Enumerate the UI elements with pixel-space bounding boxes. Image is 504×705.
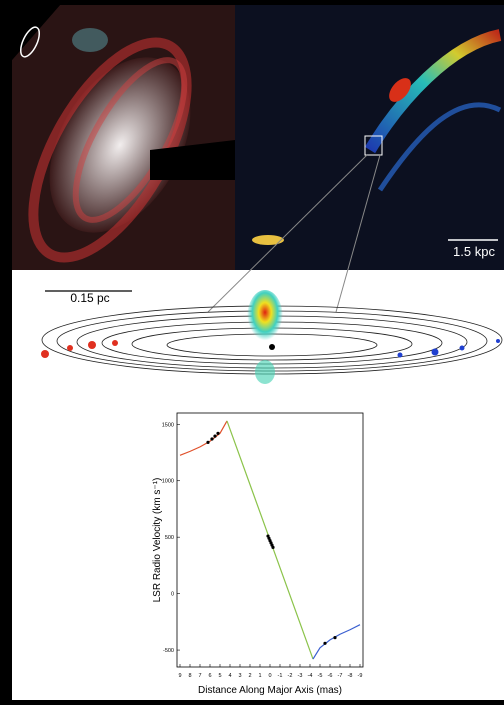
x-tick-label: 7 bbox=[198, 673, 201, 679]
data-point bbox=[271, 546, 274, 549]
x-tick-label: -4 bbox=[308, 673, 313, 679]
x-tick-label: 3 bbox=[238, 673, 241, 679]
disk-scale-label: 0.15 pc bbox=[70, 291, 109, 305]
figure: 1.5 kpc 0.15 pc LSR Radio Velocity (km s… bbox=[0, 0, 504, 705]
x-tick-label: -9 bbox=[358, 673, 363, 679]
data-point bbox=[323, 642, 326, 645]
y-axis-label: LSR Radio Velocity (km s⁻¹) bbox=[152, 478, 163, 603]
galaxy-scale-label: 1.5 kpc bbox=[453, 244, 495, 259]
data-point bbox=[213, 435, 216, 438]
x-tick-label: 0 bbox=[268, 673, 271, 679]
x-tick-label: -7 bbox=[338, 673, 343, 679]
x-tick-label: -1 bbox=[278, 673, 283, 679]
x-tick-label: 6 bbox=[208, 673, 211, 679]
page: 1.5 kpc 0.15 pc LSR Radio Velocity (km s… bbox=[0, 0, 504, 705]
y-tick-label: 500 bbox=[165, 535, 174, 541]
x-tick-label: 4 bbox=[228, 673, 231, 679]
data-point bbox=[206, 441, 209, 444]
data-point bbox=[216, 432, 219, 435]
y-tick-label: 0 bbox=[171, 592, 174, 598]
x-tick-label: -5 bbox=[318, 673, 323, 679]
x-tick-label: 2 bbox=[248, 673, 251, 679]
radio-image: 1.5 kpc bbox=[235, 5, 504, 270]
galaxy-image bbox=[2, 5, 235, 281]
x-tick-label: 5 bbox=[218, 673, 221, 679]
x-tick-label: -8 bbox=[348, 673, 353, 679]
x-tick-label: -3 bbox=[298, 673, 303, 679]
data-point bbox=[210, 437, 213, 440]
y-tick-label: -500 bbox=[163, 648, 174, 654]
bottom-border bbox=[0, 700, 504, 705]
data-point bbox=[333, 636, 336, 639]
x-tick-label: 9 bbox=[178, 673, 181, 679]
x-tick-label: -2 bbox=[288, 673, 293, 679]
x-axis-label: Distance Along Major Axis (mas) bbox=[198, 685, 342, 696]
x-tick-label: 1 bbox=[258, 673, 261, 679]
y-tick-label: 1000 bbox=[162, 479, 174, 485]
x-tick-label: 8 bbox=[188, 673, 191, 679]
x-tick-label: -6 bbox=[328, 673, 333, 679]
y-tick-label: 1500 bbox=[162, 422, 174, 428]
